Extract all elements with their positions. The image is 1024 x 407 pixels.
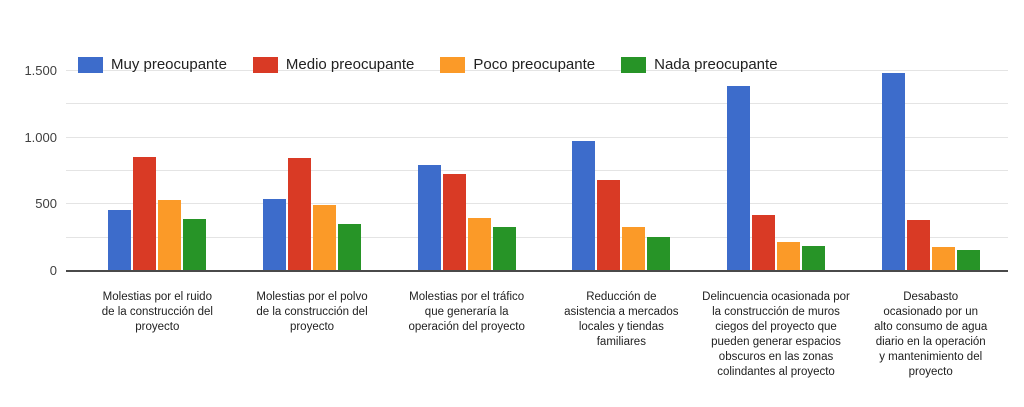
bar-muy-preocupante-1[interactable] [108,209,132,271]
x-category-label-3: Molestias por el tráfico que generaría l… [408,291,525,333]
gridline [66,136,1008,138]
bar-medio-preocupante-6[interactable] [906,220,930,271]
bar-medio-preocupante-1[interactable] [133,157,157,271]
x-category-label-4: Reducción de asistencia a mercados local… [564,291,679,348]
legend: Muy preocupante Medio preocupante Poco pre… [78,56,778,73]
bar-nada-preocupante-3[interactable] [492,227,516,271]
bar-poco-preocupante-6[interactable] [931,247,955,271]
bar-poco-preocupante-5[interactable] [777,242,801,271]
y-tick-label: 1.500 [24,63,57,78]
bar-nada-preocupante-6[interactable] [956,250,980,271]
y-tick-label: 1.000 [24,129,57,145]
y-tick-label: 500 [35,196,57,212]
legend-swatch-icon [252,56,278,73]
bar-group-2 [235,71,390,271]
bar-group-4 [544,71,699,271]
legend-item-1: Muy preocupante [78,56,227,73]
bar-muy-preocupante-6[interactable] [881,73,905,271]
bar-medio-preocupante-5[interactable] [752,215,776,271]
bar-poco-preocupante-3[interactable] [467,217,491,271]
legend-item-4: Nada preocupante [621,56,778,73]
x-category-label-5: Delincuencia ocasionada por la construcc… [702,291,850,378]
bar-groups [80,71,1008,271]
gridline [66,103,1008,105]
bar-medio-preocupante-4[interactable] [597,180,621,271]
x-axis-labels: Molestias por el ruido de la construcció… [80,290,1008,380]
legend-label: Poco preocupante [473,56,596,73]
gridline [66,70,1008,71]
legend-label: Nada preocupante [654,56,778,73]
x-axis-baseline [66,270,1008,272]
bar-group-6 [853,71,1008,271]
legend-swatch-icon [440,56,466,73]
bar-medio-preocupante-2[interactable] [288,157,311,271]
bar-poco-preocupante-4[interactable] [622,227,646,271]
x-category-label-2: Molestias por el polvo de la construcció… [256,291,368,333]
legend-item-3: Poco preocupante [440,56,595,73]
gridline [66,203,1008,205]
legend-label: Muy preocupante [111,56,227,73]
y-axis: 0 500 1.000 1.500 [0,0,57,300]
x-category-label-1: Molestias por el ruido de la construcció… [101,291,213,333]
bar-muy-preocupante-2[interactable] [263,199,286,271]
bar-medio-preocupante-3[interactable] [442,174,466,271]
bar-nada-preocupante-2[interactable] [338,224,361,271]
bar-group-5 [699,71,854,271]
bar-group-3 [389,71,544,271]
legend-item-2: Medio preocupante [252,56,415,73]
bar-poco-preocupante-2[interactable] [313,205,336,271]
x-category-label-6: Desabasto ocasionado por un alto consumo… [874,291,988,378]
bar-nada-preocupante-1[interactable] [183,219,207,271]
legend-swatch-icon [621,56,647,73]
legend-swatch-icon [78,56,103,73]
bar-muy-preocupante-5[interactable] [727,85,751,271]
bar-poco-preocupante-1[interactable] [158,200,182,271]
gridline [66,170,1008,171]
bar-group-1 [80,71,235,271]
legend-label: Medio preocupante [285,56,415,73]
plot-area [66,70,1008,272]
bar-nada-preocupante-4[interactable] [647,237,671,271]
bar-nada-preocupante-5[interactable] [802,246,826,271]
bar-muy-preocupante-4[interactable] [572,141,596,271]
bar-muy-preocupante-3[interactable] [417,165,441,271]
y-tick-label: 0 [49,263,57,278]
gridline [66,236,1008,238]
